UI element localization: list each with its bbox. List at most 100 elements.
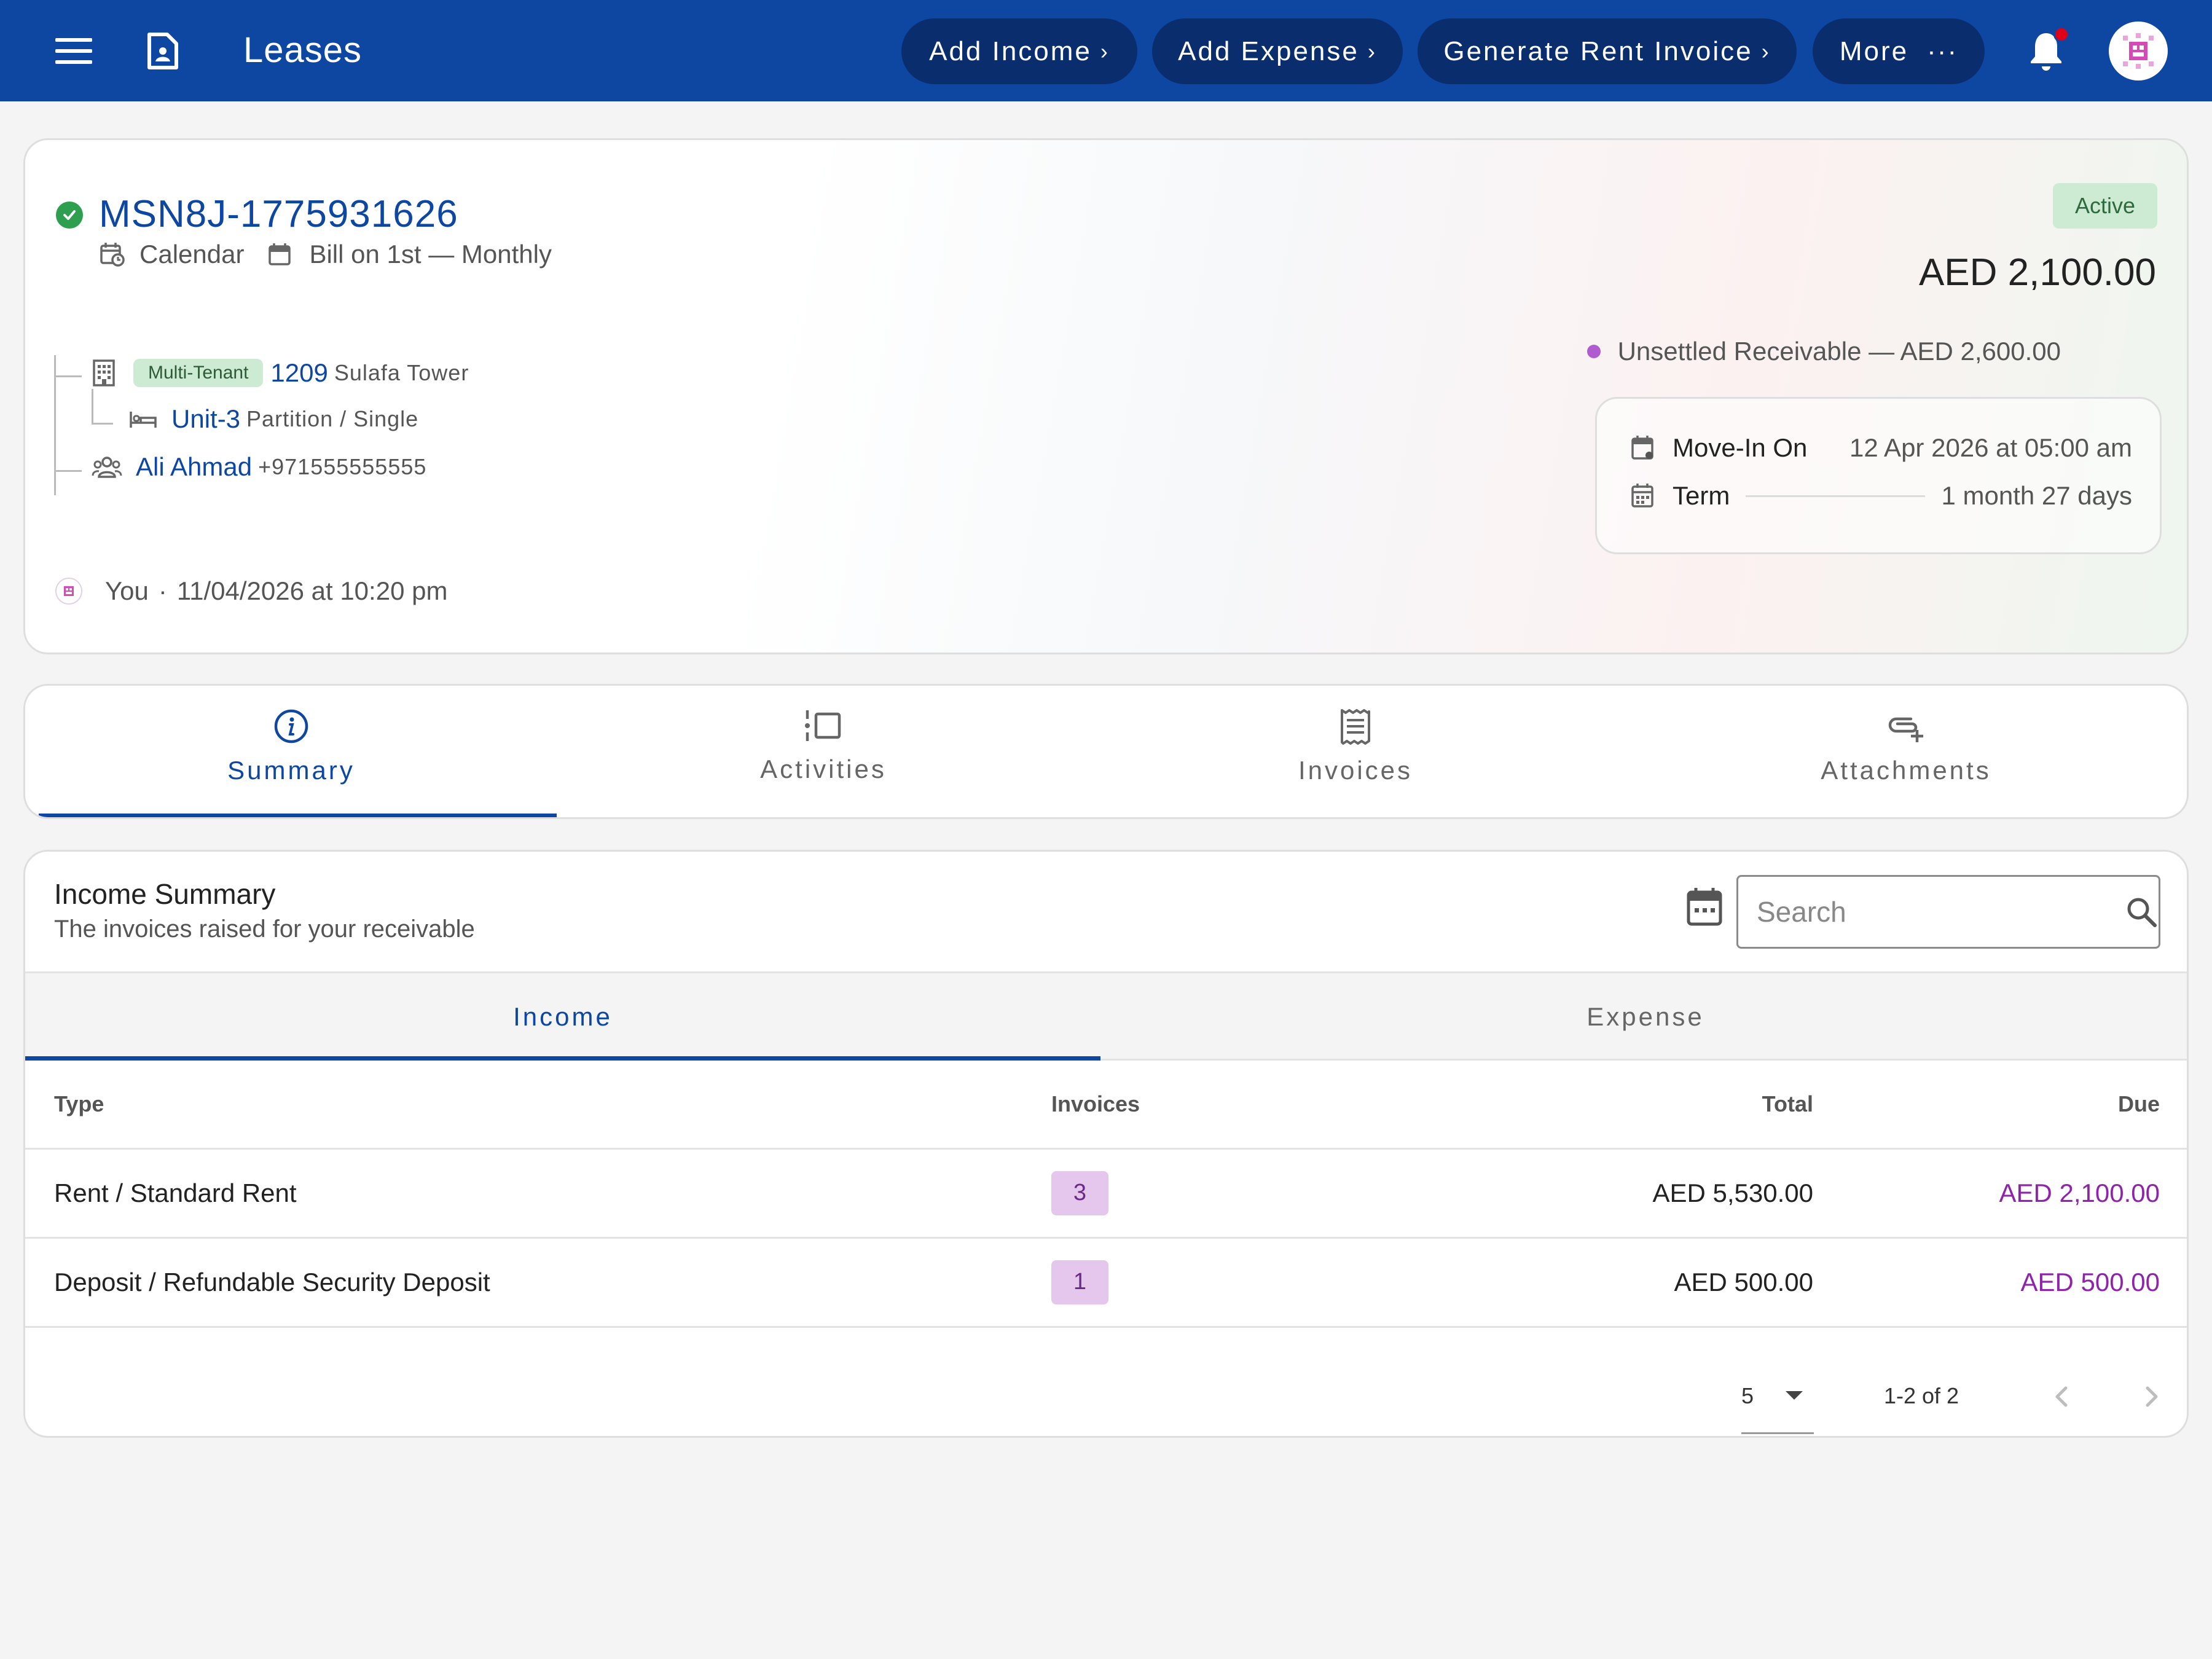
generate-rent-invoice-button[interactable]: Generate Rent Invoice › [1418,18,1797,84]
top-app-bar: Leases Add Income › Add Expense › Generate… [0,0,2212,101]
unit-row: Unit-3 Partition / Single [128,404,418,434]
section-title: Income Summary [54,878,276,910]
search-input[interactable] [1757,895,2124,928]
cell-total: AED 5,530.00 [1518,1148,1813,1239]
status-badge: Active [2053,183,2158,229]
calendar-label: Calendar [139,240,245,269]
tab-summary[interactable]: Summary [25,686,557,817]
billing-label: Bill on 1st — Monthly [309,240,552,269]
notification-dot [2053,26,2069,42]
avatar [55,577,83,605]
tab-activities[interactable]: Activities [557,686,1089,817]
invoice-icon [1338,708,1373,745]
add-income-button[interactable]: Add Income › [901,18,1137,84]
divider [1741,1432,1814,1434]
tree-connector [92,389,93,423]
move-in-row: Move-In On 12 Apr 2026 at 05:00 am [1631,429,2132,466]
column-header-invoices[interactable]: Invoices [1051,1061,1518,1150]
created-by: You [105,576,149,605]
search-field[interactable] [1736,875,2160,949]
table-header-row: Type Invoices Total Due [25,1061,2187,1150]
cell-type: Rent / Standard Rent [25,1148,1051,1239]
page-size-select[interactable]: 5 [1741,1383,1812,1432]
active-subtab-indicator [25,1056,1100,1061]
more-dots-icon: ··· [1927,36,1958,66]
people-icon [92,455,122,479]
created-by-row: You · 11/04/2026 at 10:20 pm [55,576,447,606]
search-icon[interactable] [2124,895,2159,929]
activities-icon [804,708,843,743]
billing-info: Calendar Bill on 1st — Monthly [99,240,552,269]
lease-card: MSN8J-1775931626 Calendar Bill on 1st — … [23,138,2189,654]
multi-tenant-tag: Multi-Tenant [133,359,264,387]
calendar-clock-icon [99,241,126,268]
unit-detail: Partition / Single [246,406,419,431]
tenant-phone: +971555555555 [258,454,427,479]
tenant-row: Ali Ahmad +971555555555 [92,452,426,482]
property-name: Sulafa Tower [334,360,469,385]
building-icon [92,359,116,387]
calendar-event-icon [1631,435,1655,461]
active-tab-indicator [39,814,557,817]
income-summary-card: Income Summary The invoices raised for y… [23,850,2189,1438]
page-range: 1-2 of 2 [1884,1383,1959,1408]
table-row[interactable]: Rent / Standard Rent 3 AED 5,530.00 AED … [25,1148,2187,1239]
cell-total: AED 500.00 [1518,1237,1813,1328]
previous-page-icon[interactable] [2044,1378,2081,1415]
tab-expense[interactable]: Expense [1586,1002,1704,1031]
tab-income[interactable]: Income [513,1002,613,1031]
tree-connector [54,470,82,472]
income-expense-tabs: Income Expense [25,971,2187,1061]
info-icon [273,708,310,745]
term-value: 1 month 27 days [1941,481,2132,510]
cell-invoices: 3 [1051,1148,1518,1239]
column-header-type[interactable]: Type [25,1061,1051,1150]
check-circle-icon [56,202,83,229]
tab-invoices[interactable]: Invoices [1089,686,1622,817]
separator-dot: · [158,576,167,605]
document-icon [138,25,187,77]
tree-connector [54,355,56,495]
cell-due: AED 2,100.00 [1813,1148,2187,1239]
move-in-value: 12 Apr 2026 at 05:00 am [1849,433,2132,462]
calendar-icon [1631,483,1655,509]
lease-id[interactable]: MSN8J-1775931626 [99,193,458,235]
section-subtitle: The invoices raised for your receivable [54,916,475,943]
cell-type: Deposit / Refundable Security Deposit [25,1237,1051,1328]
avatar[interactable] [2109,22,2168,80]
attachment-icon [1886,708,1926,745]
term-label: Term [1673,481,1730,510]
tab-attachments[interactable]: Attachments [1622,686,2187,817]
lease-tabs: Summary Activities Invoices Attachments [23,684,2189,819]
property-number-link[interactable]: 1209 [270,358,328,387]
tenant-name-link[interactable]: Ali Ahmad [136,452,253,481]
column-header-due[interactable]: Due [1813,1061,2187,1150]
menu-icon[interactable] [49,28,98,74]
property-row: Multi-Tenant 1209 Sulafa Tower [92,358,469,388]
term-row: Term 1 month 27 days [1631,477,2132,514]
income-table: Type Invoices Total Due Rent / Standard … [25,1061,2187,1328]
move-in-label: Move-In On [1673,433,1808,462]
invoice-count-badge[interactable]: 3 [1051,1171,1108,1215]
tree-connector [54,375,82,377]
add-expense-button[interactable]: Add Expense › [1152,18,1403,84]
status-dot [1586,345,1601,358]
table-row[interactable]: Deposit / Refundable Security Deposit 1 … [25,1237,2187,1328]
created-at: 11/04/2026 at 10:20 pm [176,576,448,605]
divider [1746,495,1926,497]
invoice-count-badge[interactable]: 1 [1051,1260,1108,1304]
pagination: 5 1-2 of 2 [25,1383,2187,1434]
unsettled-receivable: Unsettled Receivable — AED 2,600.00 [1586,337,2061,366]
unit-link[interactable]: Unit-3 [171,404,241,433]
column-header-total[interactable]: Total [1518,1061,1813,1150]
bed-icon [128,408,158,430]
page-title: Leases [243,30,363,70]
bell-icon[interactable] [2022,23,2071,79]
more-button[interactable]: More ··· [1813,18,1985,84]
next-page-icon[interactable] [2133,1378,2170,1415]
cell-invoices: 1 [1051,1237,1518,1328]
calendar-icon [267,242,292,267]
cell-due: AED 500.00 [1813,1237,2187,1328]
chevron-down-icon [1784,1389,1804,1402]
calendar-icon[interactable] [1685,886,1728,933]
